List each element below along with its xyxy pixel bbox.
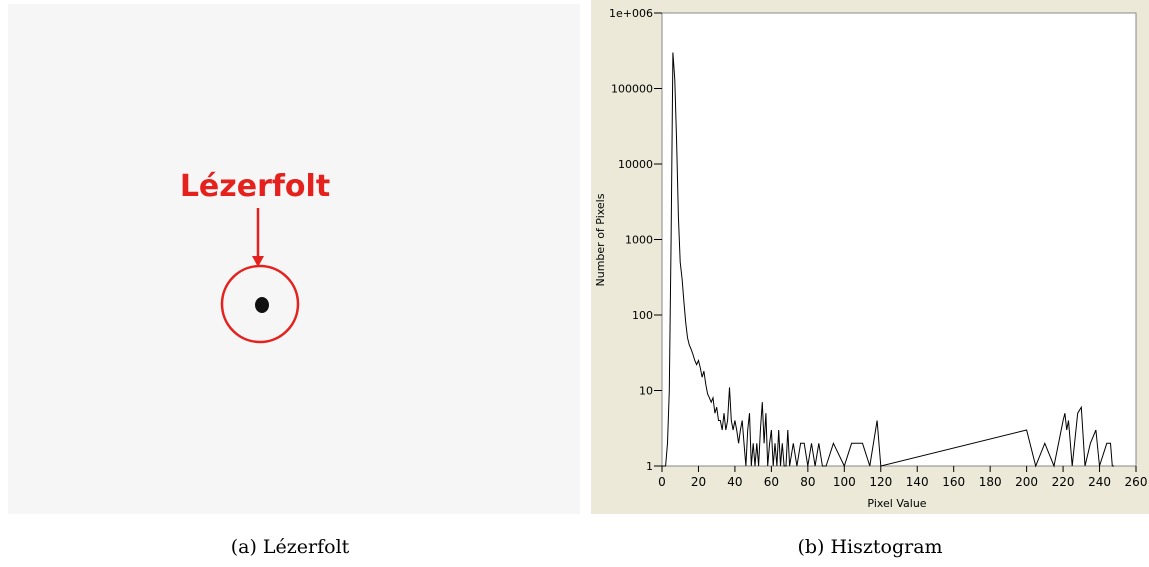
y-label: Number of Pixels — [594, 193, 607, 286]
y-tick-label: 1000 — [625, 234, 653, 247]
x-tick-label: 80 — [800, 475, 815, 489]
x-tick-label: 100 — [833, 475, 856, 489]
annotation: Lézerfolt — [180, 169, 330, 204]
y-tick-label: 10000 — [618, 158, 653, 171]
x-tick-label: 200 — [1015, 475, 1038, 489]
x-tick-label: 40 — [727, 475, 742, 489]
page: Lézerfolt Pixel Value Number of Pixels (… — [0, 0, 1149, 562]
caption: (a) Lézerfolt — [231, 536, 350, 558]
y-tick-label: 10 — [639, 385, 653, 398]
x-tick-label: 220 — [1052, 475, 1075, 489]
laser-image — [8, 4, 580, 514]
x-tick-label: 0 — [658, 475, 666, 489]
x-tick-label: 260 — [1125, 475, 1148, 489]
figure: Lézerfolt Pixel Value Number of Pixels (… — [0, 0, 1149, 562]
x-tick-label: 120 — [869, 475, 892, 489]
x-tick-label: 160 — [942, 475, 965, 489]
y-tick-label: 100000 — [611, 83, 653, 96]
y-tick-label: 100 — [632, 309, 653, 322]
x-tick-label: 180 — [979, 475, 1002, 489]
laser-spot — [255, 297, 269, 313]
x-tick-label: 240 — [1088, 475, 1111, 489]
y-tick-label: 1 — [646, 460, 653, 473]
plot-area — [662, 13, 1136, 466]
x-tick-label: 20 — [691, 475, 706, 489]
x-label: Pixel Value — [867, 497, 926, 510]
x-tick-label: 140 — [906, 475, 929, 489]
y-tick-label: 1e+006 — [609, 7, 653, 20]
caption: (b) Hisztogram — [797, 536, 942, 558]
x-tick-label: 60 — [764, 475, 779, 489]
